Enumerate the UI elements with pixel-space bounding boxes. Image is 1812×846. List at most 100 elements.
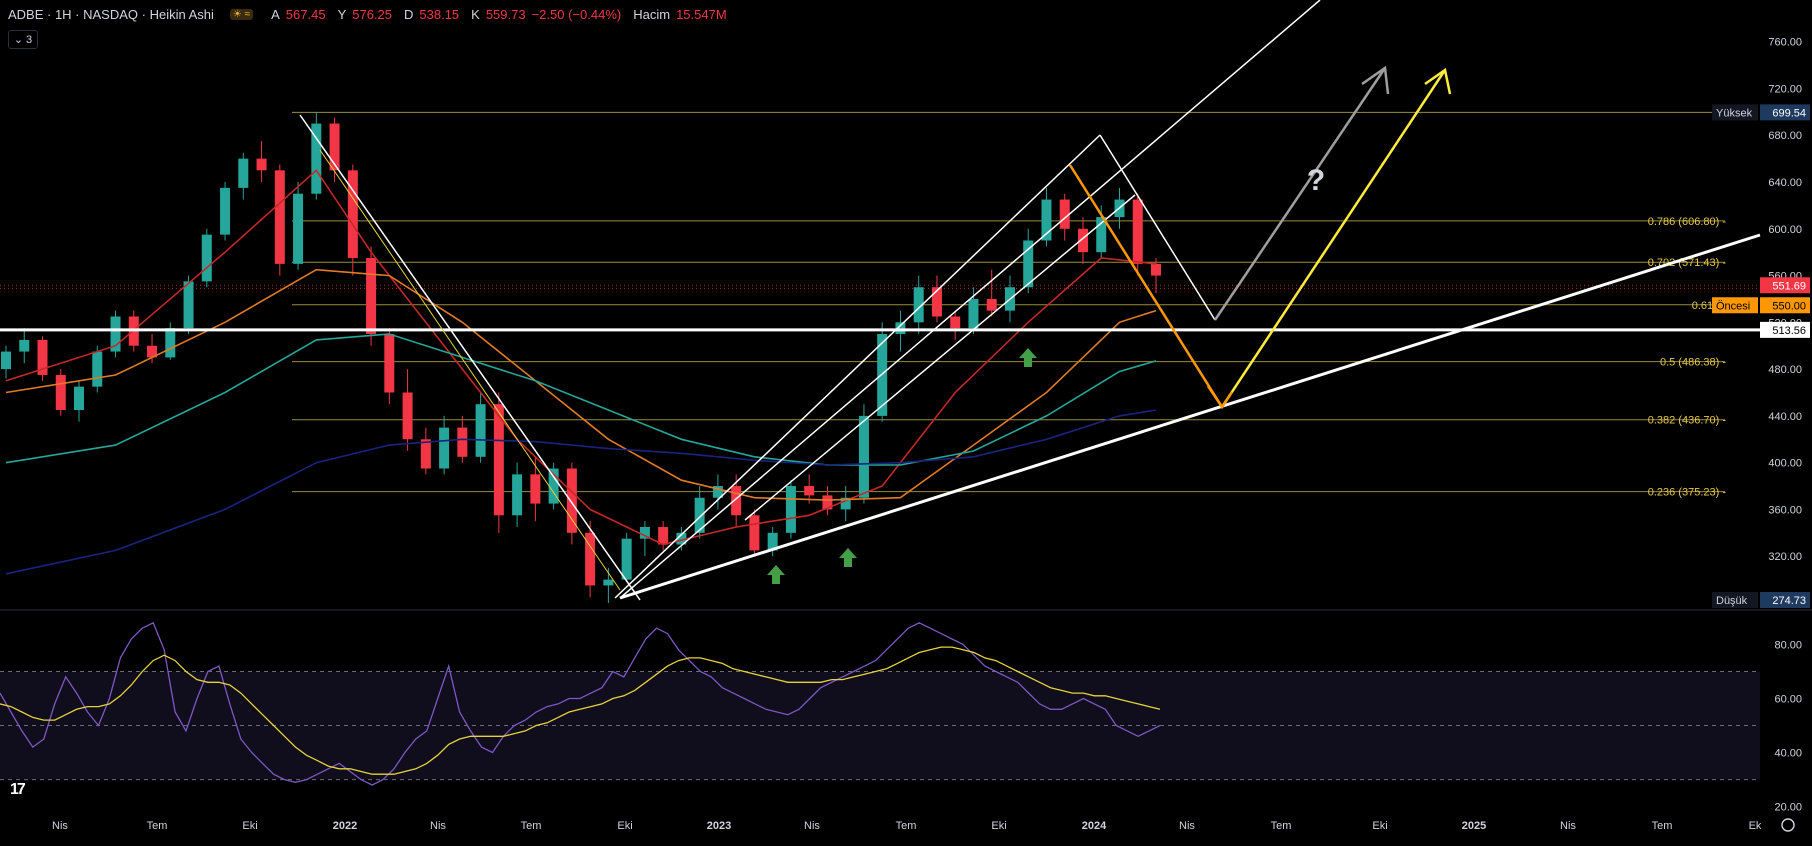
candle-body: [493, 404, 504, 516]
down-channel-line: [299, 114, 641, 601]
candle-body: [147, 345, 158, 358]
candle-body: [1151, 263, 1161, 276]
price-axis-label: 360.00: [1768, 504, 1802, 516]
candle-body: [1, 351, 11, 370]
candle-body: [1041, 199, 1052, 241]
candle-body: [201, 234, 212, 282]
price-axis-label: 640.00: [1768, 177, 1802, 189]
price-tag: [1760, 277, 1810, 294]
price-tag-value: 551.69: [1772, 280, 1806, 292]
price-axis-label: 680.00: [1768, 130, 1802, 142]
price-axis-label: 440.00: [1768, 411, 1802, 423]
symbol-title[interactable]: ADBE · 1H · NASDAQ · Heikin Ashi: [8, 7, 214, 22]
volume-value: 15.547M: [676, 7, 727, 22]
price-tag: [1760, 297, 1810, 314]
time-axis-label: Eki: [242, 820, 257, 832]
candle-body: [712, 486, 723, 498]
price-tag-value: 550.00: [1772, 300, 1806, 312]
candle-body: [402, 392, 413, 440]
price-tag-value: 274.73: [1772, 595, 1806, 607]
candle-body: [366, 258, 377, 335]
candle-body: [858, 415, 869, 498]
candle-body: [1059, 199, 1070, 229]
price-axis-label: 720.00: [1768, 83, 1802, 95]
time-axis-label: Ek: [1749, 820, 1762, 832]
price-tag-label-box: [1712, 297, 1758, 314]
price-tag-value: 513.56: [1772, 325, 1806, 337]
candle-body: [347, 170, 358, 259]
fib-level-label: 0.382 (436.70) -: [1648, 415, 1727, 427]
time-axis-label: 2023: [707, 820, 731, 832]
candle-body: [968, 298, 979, 329]
candle-body: [37, 339, 48, 375]
fib-level-label: 0.236 (375.23) -: [1648, 487, 1727, 499]
channel-lower: [744, 194, 1136, 521]
candle-body: [676, 532, 687, 545]
time-axis-label: 2022: [333, 820, 357, 832]
candle-body: [749, 515, 760, 551]
candle-body: [512, 474, 523, 516]
axis-layer: 760.00720.00680.00640.00600.00560.00520.…: [52, 37, 1810, 832]
time-axis-label: Nis: [52, 820, 68, 832]
green-arrow-icon: [1019, 348, 1037, 367]
fib-level-label: 0.702 (571.43) -: [1648, 257, 1727, 269]
candle-body: [621, 538, 632, 580]
candle-body: [1023, 240, 1034, 288]
candle-body: [986, 298, 997, 311]
candle-body: [548, 468, 559, 504]
high-key: Y: [337, 7, 347, 22]
candle-body: [1132, 199, 1143, 264]
candle-body: [110, 316, 121, 352]
candle-body: [913, 287, 924, 323]
candle-body: [639, 526, 650, 539]
candle-body: [1077, 228, 1088, 253]
settings-gear-icon: [1781, 818, 1795, 832]
green-arrow-icon: [767, 565, 785, 584]
candle-body: [329, 123, 340, 171]
price-tag-label: Öncesi: [1716, 300, 1750, 312]
candle-body: [293, 193, 304, 264]
rsi-axis-label: 20.00: [1774, 802, 1802, 814]
symbol-header: ADBE · 1H · NASDAQ · Heikin Ashi ☀ ≈ A 56…: [8, 7, 727, 22]
volume-key: Hacim: [633, 7, 671, 22]
down-dashed-line: [319, 149, 621, 591]
projection-up-1: [1213, 67, 1387, 321]
arrow-head-icon: [1361, 65, 1390, 95]
arrow-head-icon: [1424, 67, 1452, 95]
price-tag-label: Yüksek: [1716, 107, 1753, 119]
candle-body: [840, 497, 851, 510]
candle-body: [183, 281, 194, 329]
candle-body: [420, 439, 431, 469]
candle-body: [530, 474, 541, 504]
time-axis-label: Tem: [896, 820, 917, 832]
tradingview-logo-icon[interactable]: 17: [10, 781, 26, 798]
candle-body: [785, 486, 796, 533]
candle-body: [931, 287, 942, 317]
rsi-pane: [0, 621, 1760, 786]
time-axis-label: Nis: [1179, 820, 1195, 832]
candle-body: [475, 404, 486, 457]
indicator-toggle-button[interactable]: ⌄ 3: [8, 30, 38, 49]
time-axis-label: Eki: [991, 820, 1006, 832]
time-axis-label: Eki: [1372, 820, 1387, 832]
price-tag: [1760, 104, 1810, 121]
candle-body: [731, 486, 742, 516]
candle-body: [92, 351, 103, 387]
price-tag: [1760, 321, 1810, 338]
main-pane: 1 (0.786 (606.80) -0.702 (571.43) -0.618…: [0, 0, 1812, 611]
channel-upper: [619, 0, 1321, 599]
indicator-count: 3: [26, 33, 33, 46]
alert-badge-icon[interactable]: ☀ ≈: [229, 9, 254, 20]
price-tag-label-box: [1712, 104, 1758, 121]
time-axis-label: 2024: [1082, 820, 1107, 832]
price-axis-label: 400.00: [1768, 458, 1802, 470]
time-axis-label: Eki: [617, 820, 632, 832]
rsi-series-line: [0, 646, 1161, 775]
candle-body: [274, 170, 285, 264]
candle-body: [767, 532, 778, 551]
candle-body: [220, 187, 231, 235]
candle-body: [256, 158, 267, 171]
question-annotation: ?: [1307, 164, 1325, 197]
